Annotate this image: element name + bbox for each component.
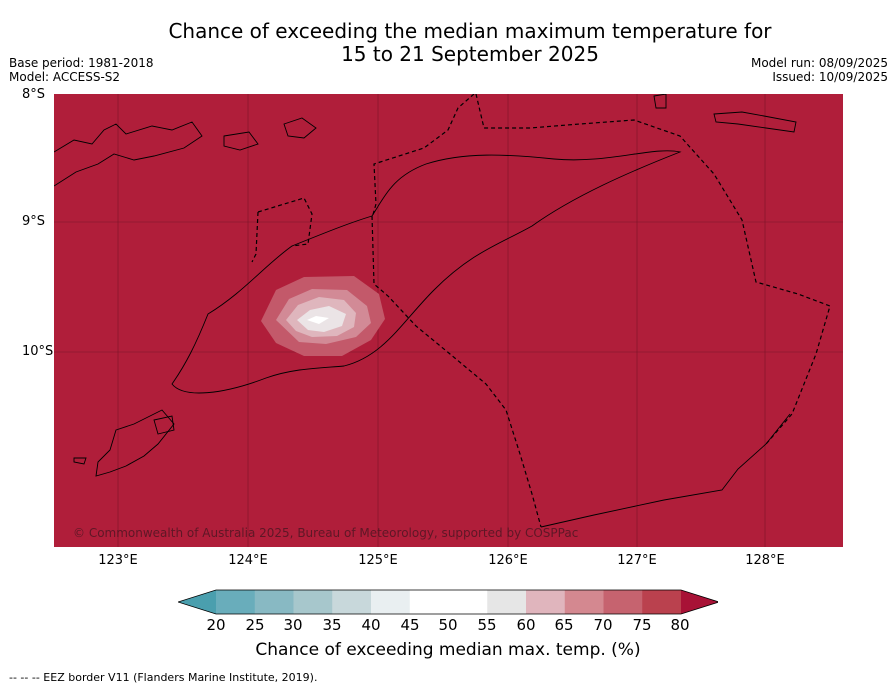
eez-border	[251, 94, 831, 528]
model-run: Model run: 08/09/2025	[750, 56, 888, 70]
lat-label-10s: 10°S	[22, 344, 54, 359]
colorbar-extend-low	[178, 590, 216, 614]
lon-label-127e: 127°E	[617, 553, 657, 568]
colorbar-tick: 45	[400, 616, 420, 634]
lat-label-8s: 8°S	[22, 87, 46, 102]
colorbar-swatch	[254, 590, 294, 614]
colorbar-tick: 55	[477, 616, 497, 634]
meta-right: Model run: 08/09/2025 Issued: 10/09/2025	[751, 56, 888, 84]
copyright-notice: © Commonwealth of Australia 2025, Bureau…	[73, 526, 579, 540]
colorbar-tick: 35	[322, 616, 342, 634]
title-line-1: Chance of exceeding the median maximum t…	[168, 19, 772, 43]
colorbar-swatch	[448, 590, 488, 614]
lon-label-125e: 125°E	[358, 553, 398, 568]
meta-left: Base period: 1981-2018 Model: ACCESS-S2	[9, 56, 154, 84]
graticule	[54, 94, 843, 547]
lon-label-123e: 123°E	[98, 553, 138, 568]
colorbar-tick: 65	[554, 616, 574, 634]
colorbar-tick: 25	[245, 616, 265, 634]
issued-date: Issued: 10/09/2025	[772, 70, 888, 84]
colorbar-swatch	[603, 590, 643, 614]
colorbar-tick: 80	[670, 616, 690, 634]
colorbar-label: Chance of exceeding median max. temp. (%…	[255, 640, 641, 660]
colorbar-tick: 20	[206, 616, 226, 634]
colorbar-swatch	[371, 590, 411, 614]
colorbar-tick: 70	[593, 616, 613, 634]
colorbar-tick: 50	[438, 616, 458, 634]
eez-legend-note: -- -- -- EEZ border V11 (Flanders Marine…	[9, 671, 318, 684]
colorbar-swatch	[216, 590, 256, 614]
lon-label-128e: 128°E	[745, 553, 785, 568]
colorbar-tick: 75	[632, 616, 652, 634]
title-line-2: 15 to 21 September 2025	[341, 42, 599, 66]
lon-label-124e: 124°E	[228, 553, 268, 568]
colorbar-swatch	[564, 590, 604, 614]
colorbar-tick: 40	[361, 616, 381, 634]
colorbar-swatch	[526, 590, 566, 614]
colorbar-extend-high	[681, 590, 718, 614]
probability-contours	[261, 276, 385, 356]
colorbar-swatch	[409, 590, 449, 614]
colorbar-swatch	[487, 590, 527, 614]
coastline	[54, 94, 797, 528]
colorbar-swatch	[332, 590, 372, 614]
model-name: Model: ACCESS-S2	[9, 70, 121, 84]
colorbar-swatch	[293, 590, 333, 614]
lat-label-9s: 9°S	[22, 214, 46, 229]
colorbar-tick: 60	[516, 616, 536, 634]
lon-label-126e: 126°E	[488, 553, 528, 568]
map-title: Chance of exceeding the median maximum t…	[40, 20, 896, 66]
base-period: Base period: 1981-2018	[9, 56, 154, 70]
colorbar-swatch	[642, 590, 682, 614]
probability-field	[54, 94, 843, 547]
map-panel	[54, 94, 843, 547]
colorbar	[178, 589, 718, 615]
colorbar-outline	[178, 589, 718, 615]
colorbar-tick: 30	[283, 616, 303, 634]
